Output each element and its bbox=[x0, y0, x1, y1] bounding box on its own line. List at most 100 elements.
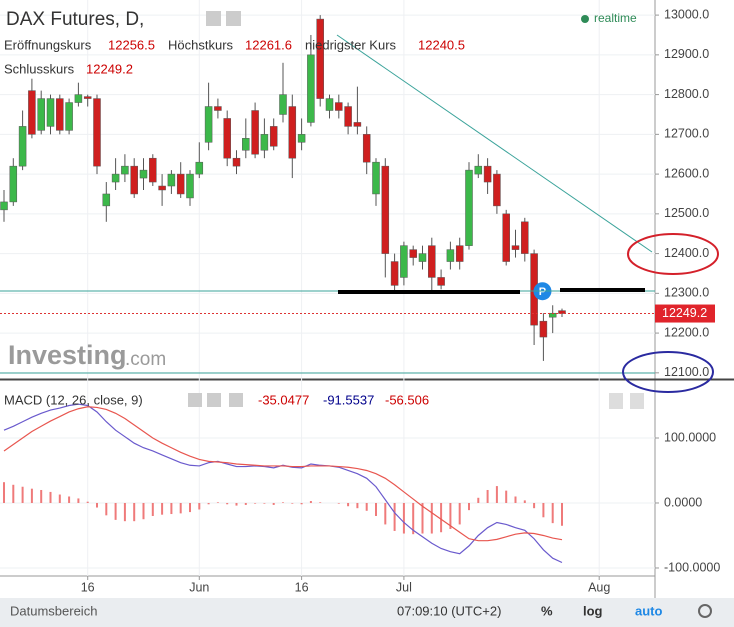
percent-button[interactable]: % bbox=[541, 603, 553, 618]
log-button[interactable]: log bbox=[583, 603, 603, 618]
histogram-bar bbox=[105, 502, 108, 516]
y-tick-label: 0.0000 bbox=[664, 495, 702, 509]
histogram-bar bbox=[244, 502, 247, 505]
x-tick-label: Jul bbox=[396, 580, 412, 594]
icon[interactable] bbox=[609, 393, 623, 409]
histogram-bar bbox=[514, 496, 517, 503]
candle-body bbox=[28, 90, 36, 135]
candle-body bbox=[400, 245, 408, 278]
candle-body bbox=[511, 245, 520, 250]
candle-body bbox=[46, 98, 55, 127]
icon[interactable] bbox=[229, 393, 243, 407]
histogram-bar bbox=[207, 502, 210, 505]
candle-body bbox=[260, 134, 269, 151]
candle-body bbox=[502, 213, 510, 262]
candle-body bbox=[474, 165, 483, 175]
candle-body bbox=[18, 126, 27, 167]
indicator-value: -56.506 bbox=[385, 392, 429, 407]
price-tag-label: 12249.2 bbox=[662, 306, 707, 320]
candle-body bbox=[242, 138, 250, 151]
histogram-bar bbox=[114, 502, 117, 520]
status: realtime bbox=[594, 11, 637, 25]
candle-body bbox=[353, 122, 362, 127]
candle-body bbox=[344, 106, 352, 127]
histogram-bar bbox=[542, 502, 545, 518]
histogram-bar bbox=[523, 500, 526, 503]
candle-body bbox=[0, 201, 8, 211]
candle-body bbox=[362, 134, 371, 163]
candle-body bbox=[483, 165, 492, 183]
watermark: Investing bbox=[8, 340, 127, 370]
histogram-bar bbox=[254, 502, 257, 504]
histogram-bar bbox=[263, 502, 266, 504]
candle-body bbox=[158, 185, 166, 191]
candle-body bbox=[325, 98, 334, 111]
histogram-bar bbox=[458, 502, 461, 525]
histogram-bar bbox=[142, 502, 145, 520]
histogram-bar bbox=[30, 488, 33, 503]
x-tick-label: 16 bbox=[295, 580, 309, 594]
legend-label: Eröffnungskurs bbox=[4, 37, 92, 52]
candle-body bbox=[176, 173, 185, 195]
legend-label: Schlusskurs bbox=[4, 61, 75, 76]
histogram-bar bbox=[123, 502, 126, 522]
legend-value: 12240.5 bbox=[418, 37, 465, 52]
indicator-title: MACD (12, 26, close, 9) bbox=[4, 392, 143, 407]
histogram-bar bbox=[384, 502, 387, 525]
histogram-bar bbox=[170, 502, 173, 515]
y-tick-label: 100.0000 bbox=[664, 430, 716, 444]
icon[interactable] bbox=[206, 11, 221, 26]
histogram-bar bbox=[272, 502, 275, 505]
histogram-bar bbox=[337, 502, 340, 504]
histogram-bar bbox=[449, 502, 452, 529]
histogram-bar bbox=[486, 489, 489, 503]
icon[interactable] bbox=[226, 11, 241, 26]
icon[interactable] bbox=[630, 393, 644, 409]
settings-icon[interactable] bbox=[698, 604, 712, 618]
highlight-ellipse bbox=[627, 233, 719, 275]
histogram-bar bbox=[198, 502, 201, 510]
toolbar bbox=[0, 598, 734, 627]
histogram-bar bbox=[347, 502, 350, 507]
legend-value: 12256.5 bbox=[108, 37, 155, 52]
histogram-bar bbox=[12, 484, 15, 503]
y-tick-label: 12800.0 bbox=[664, 87, 709, 101]
candle-body bbox=[381, 165, 390, 254]
histogram-bar bbox=[95, 502, 98, 508]
candle-body bbox=[251, 110, 259, 155]
y-tick-label: 12300.0 bbox=[664, 286, 709, 300]
candle-body bbox=[446, 249, 455, 262]
range-button[interactable]: Datumsbereich bbox=[10, 603, 97, 618]
candle-body bbox=[121, 165, 129, 175]
histogram-bar bbox=[226, 502, 229, 505]
clock: 07:09:10 (UTC+2) bbox=[397, 603, 501, 618]
candle-body bbox=[56, 98, 64, 131]
icon[interactable] bbox=[207, 393, 221, 407]
candle-body bbox=[409, 249, 417, 258]
histogram-bar bbox=[319, 502, 322, 503]
candle-body bbox=[74, 94, 83, 103]
indicator-value: -35.0477 bbox=[258, 392, 309, 407]
y-tick-label: 12400.0 bbox=[664, 246, 709, 260]
histogram-bar bbox=[430, 502, 433, 534]
histogram-bar bbox=[356, 502, 359, 509]
candle-body bbox=[372, 161, 380, 195]
candle-body bbox=[9, 165, 18, 203]
candle-body bbox=[111, 173, 120, 183]
histogram-bar bbox=[49, 491, 52, 503]
candle-body bbox=[335, 102, 343, 111]
histogram-bar bbox=[133, 502, 136, 522]
histogram-bar bbox=[179, 502, 182, 514]
trend-line bbox=[336, 34, 653, 253]
candle-body bbox=[204, 106, 213, 143]
auto-button[interactable]: auto bbox=[635, 603, 663, 618]
histogram-bar bbox=[551, 502, 554, 524]
y-tick-label: 12900.0 bbox=[664, 47, 709, 61]
legend-label: niedrigster Kurs bbox=[305, 37, 397, 52]
candle-body bbox=[307, 54, 315, 123]
candle-body bbox=[428, 245, 436, 278]
candle-body bbox=[139, 169, 148, 179]
candle-body bbox=[232, 157, 241, 167]
icon[interactable] bbox=[188, 393, 202, 407]
